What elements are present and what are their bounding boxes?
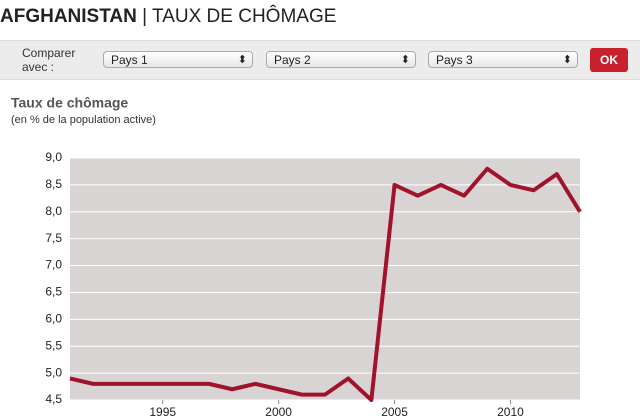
header: AFGHANISTAN | TAUX DE CHÔMAGE	[0, 6, 336, 28]
select-text: Pays 1	[111, 53, 148, 67]
select[interactable]: Pays 2 ⬍	[266, 51, 416, 68]
y-tick-label: 7,0	[45, 258, 62, 272]
compare-label: Comparer avec :	[22, 46, 76, 74]
page-title: | TAUX DE CHÔMAGE	[142, 6, 337, 27]
x-tick-label: 1995	[149, 405, 176, 419]
x-tick-label: 2005	[381, 405, 408, 419]
line	[69, 166, 582, 402]
select-text: Pays 3	[436, 53, 473, 67]
y-tick-label: 4,5	[45, 392, 62, 406]
select[interactable]: Pays 1 ⬍	[103, 51, 253, 68]
country: AFGHANISTAN	[0, 6, 137, 27]
control-bar: Comparer avec : Pays 1 ⬍ Pays 2 ⬍ Pays 3 ⬍ …	[0, 40, 640, 80]
y-tick-label: 5,5	[45, 338, 62, 352]
y-tick-label: 9,0	[45, 150, 62, 164]
chart-subtitle: (en % de la population active)	[11, 114, 156, 126]
y-tick-label: 8,0	[45, 204, 62, 218]
y-tick-label: 5,0	[45, 365, 62, 379]
y-tick-label: 6,5	[45, 285, 62, 299]
chart-title: Taux de chômage	[11, 95, 128, 111]
y-tick-label: 8,5	[45, 177, 62, 191]
y-tick-label: 7,5	[45, 231, 62, 245]
select-text: Pays 2	[274, 53, 311, 67]
select[interactable]: Pays 3 ⬍	[428, 51, 578, 68]
y-tick-label: 6,0	[45, 312, 62, 326]
x-tick-label: 2000	[265, 405, 292, 419]
ok-button[interactable]: OK	[590, 48, 628, 72]
x-tick-label: 2010	[497, 405, 524, 419]
plot-area	[70, 158, 580, 400]
